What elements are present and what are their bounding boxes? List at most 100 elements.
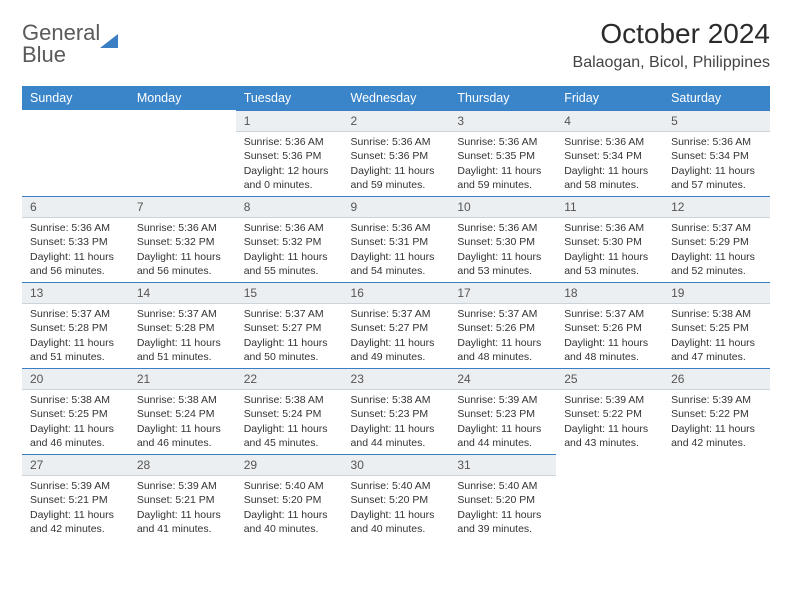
day-body: Sunrise: 5:36 AMSunset: 5:36 PMDaylight:…: [343, 132, 450, 195]
month-title: October 2024: [573, 18, 770, 50]
day-body: Sunrise: 5:37 AMSunset: 5:27 PMDaylight:…: [343, 304, 450, 367]
day-number: 20: [22, 368, 129, 390]
day-number: 24: [449, 368, 556, 390]
sunset-text: Sunset: 5:23 PM: [457, 407, 552, 421]
sunrise-text: Sunrise: 5:36 AM: [457, 221, 552, 235]
header: General Blue October 2024 Balaogan, Bico…: [22, 18, 770, 72]
sunset-text: Sunset: 5:36 PM: [244, 149, 339, 163]
calendar-cell: 2Sunrise: 5:36 AMSunset: 5:36 PMDaylight…: [343, 110, 450, 196]
day-body: Sunrise: 5:39 AMSunset: 5:21 PMDaylight:…: [22, 476, 129, 539]
day-number: 3: [449, 110, 556, 132]
day-body: Sunrise: 5:37 AMSunset: 5:29 PMDaylight:…: [663, 218, 770, 281]
sunset-text: Sunset: 5:33 PM: [30, 235, 125, 249]
daylight-text: Daylight: 11 hours and 42 minutes.: [30, 508, 125, 536]
daylight-text: Daylight: 11 hours and 56 minutes.: [30, 250, 125, 278]
sunset-text: Sunset: 5:34 PM: [564, 149, 659, 163]
sunrise-text: Sunrise: 5:37 AM: [30, 307, 125, 321]
day-body: Sunrise: 5:39 AMSunset: 5:23 PMDaylight:…: [449, 390, 556, 453]
daylight-text: Daylight: 11 hours and 48 minutes.: [457, 336, 552, 364]
calendar-cell: [129, 110, 236, 196]
sunrise-text: Sunrise: 5:39 AM: [671, 393, 766, 407]
sunset-text: Sunset: 5:26 PM: [457, 321, 552, 335]
sunrise-text: Sunrise: 5:36 AM: [351, 221, 446, 235]
sunset-text: Sunset: 5:22 PM: [671, 407, 766, 421]
sunrise-text: Sunrise: 5:36 AM: [564, 221, 659, 235]
day-body: Sunrise: 5:37 AMSunset: 5:28 PMDaylight:…: [129, 304, 236, 367]
sunset-text: Sunset: 5:26 PM: [564, 321, 659, 335]
calendar-cell: 5Sunrise: 5:36 AMSunset: 5:34 PMDaylight…: [663, 110, 770, 196]
calendar-cell: 28Sunrise: 5:39 AMSunset: 5:21 PMDayligh…: [129, 454, 236, 540]
day-number: 23: [343, 368, 450, 390]
sunset-text: Sunset: 5:32 PM: [244, 235, 339, 249]
calendar-cell: 7Sunrise: 5:36 AMSunset: 5:32 PMDaylight…: [129, 196, 236, 282]
sunrise-text: Sunrise: 5:36 AM: [457, 135, 552, 149]
day-body: Sunrise: 5:37 AMSunset: 5:26 PMDaylight:…: [556, 304, 663, 367]
sunrise-text: Sunrise: 5:38 AM: [30, 393, 125, 407]
day-number: 4: [556, 110, 663, 132]
day-body: Sunrise: 5:36 AMSunset: 5:35 PMDaylight:…: [449, 132, 556, 195]
day-body: Sunrise: 5:36 AMSunset: 5:32 PMDaylight:…: [236, 218, 343, 281]
day-body: Sunrise: 5:36 AMSunset: 5:30 PMDaylight:…: [556, 218, 663, 281]
sunset-text: Sunset: 5:23 PM: [351, 407, 446, 421]
title-block: October 2024 Balaogan, Bicol, Philippine…: [573, 18, 770, 72]
sunset-text: Sunset: 5:20 PM: [351, 493, 446, 507]
day-number: 29: [236, 454, 343, 476]
sunset-text: Sunset: 5:24 PM: [244, 407, 339, 421]
day-number: 6: [22, 196, 129, 218]
sunrise-text: Sunrise: 5:36 AM: [244, 221, 339, 235]
sunrise-text: Sunrise: 5:40 AM: [351, 479, 446, 493]
day-number: 11: [556, 196, 663, 218]
daylight-text: Daylight: 11 hours and 53 minutes.: [457, 250, 552, 278]
weekday-header: Tuesday: [236, 86, 343, 110]
daylight-text: Daylight: 11 hours and 58 minutes.: [564, 164, 659, 192]
daylight-text: Daylight: 12 hours and 0 minutes.: [244, 164, 339, 192]
day-number: 13: [22, 282, 129, 304]
day-body: Sunrise: 5:36 AMSunset: 5:32 PMDaylight:…: [129, 218, 236, 281]
sunrise-text: Sunrise: 5:38 AM: [351, 393, 446, 407]
day-number: 1: [236, 110, 343, 132]
sunset-text: Sunset: 5:30 PM: [564, 235, 659, 249]
calendar-week-row: 13Sunrise: 5:37 AMSunset: 5:28 PMDayligh…: [22, 282, 770, 368]
sunset-text: Sunset: 5:21 PM: [30, 493, 125, 507]
day-number: 5: [663, 110, 770, 132]
day-number: 14: [129, 282, 236, 304]
sunrise-text: Sunrise: 5:39 AM: [564, 393, 659, 407]
day-body: Sunrise: 5:36 AMSunset: 5:34 PMDaylight:…: [663, 132, 770, 195]
daylight-text: Daylight: 11 hours and 39 minutes.: [457, 508, 552, 536]
day-body: Sunrise: 5:38 AMSunset: 5:25 PMDaylight:…: [22, 390, 129, 453]
day-number: 17: [449, 282, 556, 304]
weekday-row: SundayMondayTuesdayWednesdayThursdayFrid…: [22, 86, 770, 110]
sunrise-text: Sunrise: 5:37 AM: [351, 307, 446, 321]
calendar-cell: 24Sunrise: 5:39 AMSunset: 5:23 PMDayligh…: [449, 368, 556, 454]
sunrise-text: Sunrise: 5:39 AM: [30, 479, 125, 493]
daylight-text: Daylight: 11 hours and 49 minutes.: [351, 336, 446, 364]
day-number: 9: [343, 196, 450, 218]
day-body: Sunrise: 5:38 AMSunset: 5:24 PMDaylight:…: [129, 390, 236, 453]
weekday-header: Thursday: [449, 86, 556, 110]
sunrise-text: Sunrise: 5:36 AM: [244, 135, 339, 149]
day-number: 25: [556, 368, 663, 390]
daylight-text: Daylight: 11 hours and 59 minutes.: [351, 164, 446, 192]
sunset-text: Sunset: 5:27 PM: [351, 321, 446, 335]
day-body: Sunrise: 5:36 AMSunset: 5:31 PMDaylight:…: [343, 218, 450, 281]
day-body: Sunrise: 5:40 AMSunset: 5:20 PMDaylight:…: [236, 476, 343, 539]
day-body: Sunrise: 5:39 AMSunset: 5:21 PMDaylight:…: [129, 476, 236, 539]
sunrise-text: Sunrise: 5:40 AM: [457, 479, 552, 493]
sunset-text: Sunset: 5:34 PM: [671, 149, 766, 163]
daylight-text: Daylight: 11 hours and 45 minutes.: [244, 422, 339, 450]
daylight-text: Daylight: 11 hours and 51 minutes.: [137, 336, 232, 364]
calendar-cell: 15Sunrise: 5:37 AMSunset: 5:27 PMDayligh…: [236, 282, 343, 368]
daylight-text: Daylight: 11 hours and 48 minutes.: [564, 336, 659, 364]
sunrise-text: Sunrise: 5:37 AM: [671, 221, 766, 235]
day-body: Sunrise: 5:38 AMSunset: 5:24 PMDaylight:…: [236, 390, 343, 453]
calendar-week-row: 20Sunrise: 5:38 AMSunset: 5:25 PMDayligh…: [22, 368, 770, 454]
logo-line2: Blue: [22, 44, 100, 66]
calendar-cell: 14Sunrise: 5:37 AMSunset: 5:28 PMDayligh…: [129, 282, 236, 368]
sunrise-text: Sunrise: 5:38 AM: [244, 393, 339, 407]
calendar-cell: 21Sunrise: 5:38 AMSunset: 5:24 PMDayligh…: [129, 368, 236, 454]
daylight-text: Daylight: 11 hours and 44 minutes.: [457, 422, 552, 450]
calendar-cell: 20Sunrise: 5:38 AMSunset: 5:25 PMDayligh…: [22, 368, 129, 454]
weekday-header: Wednesday: [343, 86, 450, 110]
daylight-text: Daylight: 11 hours and 52 minutes.: [671, 250, 766, 278]
calendar-head: SundayMondayTuesdayWednesdayThursdayFrid…: [22, 86, 770, 110]
